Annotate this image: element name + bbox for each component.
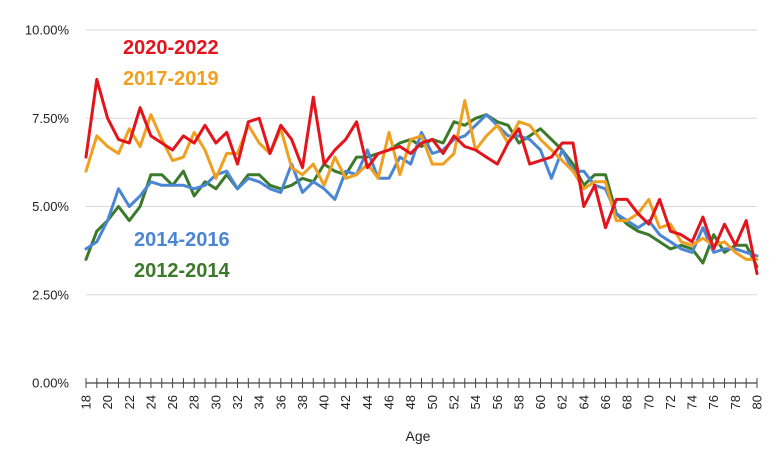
x-tick-label: 74 <box>685 395 700 409</box>
series-line-2020-2022 <box>84 77 759 276</box>
x-tick-label: 78 <box>728 395 743 409</box>
x-tick-label: 32 <box>230 395 245 409</box>
x-axis <box>85 378 758 388</box>
x-tick-label: 18 <box>79 395 94 409</box>
series-line-2014-2016 <box>84 113 759 258</box>
x-tick-label: 20 <box>100 395 115 409</box>
x-tick-label: 72 <box>663 395 678 409</box>
x-tick-label: 76 <box>706 395 721 409</box>
legend-label-2014-2016: 2014-2016 <box>134 229 230 251</box>
x-tick-label: 66 <box>598 395 613 409</box>
y-tick-label: 5.00% <box>32 199 69 214</box>
x-tick-label: 60 <box>533 395 548 409</box>
x-tick-label: 50 <box>425 395 440 409</box>
x-tick-label: 28 <box>187 395 202 409</box>
legend-label-2012-2014: 2012-2014 <box>134 260 231 282</box>
x-tick-label: 64 <box>576 395 591 409</box>
x-axis-label: Age <box>406 428 431 444</box>
legend: 2020-2022 2017-2019 2014-2016 2012-2014 <box>123 37 231 282</box>
x-tick-label: 54 <box>468 395 483 409</box>
x-tick-label: 40 <box>317 395 332 409</box>
y-axis-ticks: 0.00% 2.50% 5.00% 7.50% 10.00% <box>25 23 70 391</box>
y-tick-label: 0.00% <box>32 376 69 391</box>
x-tick-label: 36 <box>273 395 288 409</box>
x-tick-label: 44 <box>360 395 375 409</box>
x-tick-label: 48 <box>403 395 418 409</box>
x-tick-label: 30 <box>208 395 223 409</box>
x-tick-label: 38 <box>295 395 310 409</box>
x-tick-label: 26 <box>165 395 180 409</box>
legend-label-2020-2022: 2020-2022 <box>123 37 219 59</box>
x-tick-label: 62 <box>555 395 570 409</box>
series-line-2012-2014 <box>84 113 759 268</box>
x-tick-label: 24 <box>143 395 158 409</box>
y-tick-label: 2.50% <box>32 287 69 302</box>
x-tick-label: 68 <box>620 395 635 409</box>
x-tick-label: 46 <box>382 395 397 409</box>
legend-label-2017-2019: 2017-2019 <box>123 68 219 90</box>
y-tick-label: 10.00% <box>25 23 70 38</box>
x-axis-ticks: 18 20 22 24 26 28 30 32 34 36 38 40 42 44 46 48 50 52 54 56… <box>79 395 765 409</box>
x-tick-label: 58 <box>511 395 526 409</box>
x-tick-label: 70 <box>641 395 656 409</box>
x-tick-label: 56 <box>490 395 505 409</box>
x-tick-label: 42 <box>338 395 353 409</box>
x-tick-label: 52 <box>446 395 461 409</box>
x-tick-label: 22 <box>122 395 137 409</box>
y-tick-label: 7.50% <box>32 111 69 126</box>
series-lines <box>84 77 759 276</box>
x-tick-label: 80 <box>750 395 765 409</box>
x-tick-label: 34 <box>252 395 267 409</box>
